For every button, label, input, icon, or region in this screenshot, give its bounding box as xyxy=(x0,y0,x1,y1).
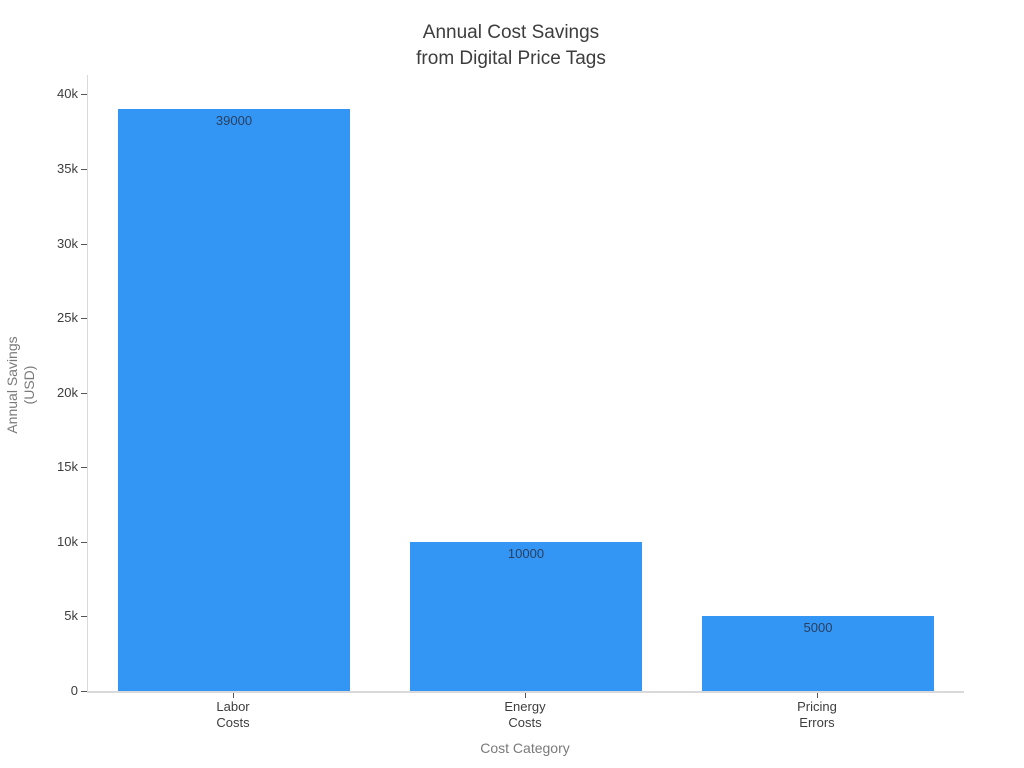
y-tick-mark xyxy=(81,243,87,245)
x-axis-title: Cost Category xyxy=(480,740,570,756)
y-tick-label: 40k xyxy=(57,86,78,102)
y-tick-label: 25k xyxy=(57,310,78,326)
y-tick-mark xyxy=(81,541,87,543)
y-tick-mark xyxy=(81,691,87,692)
y-tick-label: 35k xyxy=(57,160,78,176)
y-tick-mark xyxy=(81,467,87,469)
y-axis-title: Annual Savings (USD) xyxy=(4,336,37,434)
plot-area: 39000 10000 5000 xyxy=(87,75,964,693)
x-tick-mark xyxy=(525,693,526,698)
x-tick-mark xyxy=(233,693,234,698)
x-tick-label: Energy Costs xyxy=(504,699,546,730)
y-tick-mark xyxy=(81,94,87,96)
bar-pricing-errors[interactable]: 5000 xyxy=(702,616,934,691)
y-tick-mark xyxy=(81,168,87,170)
bar-energy-costs[interactable]: 10000 xyxy=(410,541,642,691)
y-tick-mark xyxy=(81,392,87,394)
y-tick-mark xyxy=(81,318,87,320)
bar-value-label: 5000 xyxy=(803,620,833,636)
bar-value-label: 39000 xyxy=(215,113,253,129)
y-tick-mark xyxy=(81,616,87,618)
x-tick-mark xyxy=(817,693,818,698)
y-tick-label: 20k xyxy=(57,384,78,400)
y-tick-label: 15k xyxy=(57,459,78,475)
x-tick-label: Pricing Errors xyxy=(797,699,837,730)
bar-labor-costs[interactable]: 39000 xyxy=(118,109,350,691)
y-tick-label: 10k xyxy=(57,533,78,549)
y-tick-label: 30k xyxy=(57,235,78,251)
y-tick-label: 0 xyxy=(70,683,78,698)
y-tick-label: 5k xyxy=(64,608,78,624)
chart-title: Annual Cost Savings from Digital Price T… xyxy=(416,22,606,69)
bar-value-label: 10000 xyxy=(507,545,545,561)
x-tick-label: Labor Costs xyxy=(216,699,250,730)
